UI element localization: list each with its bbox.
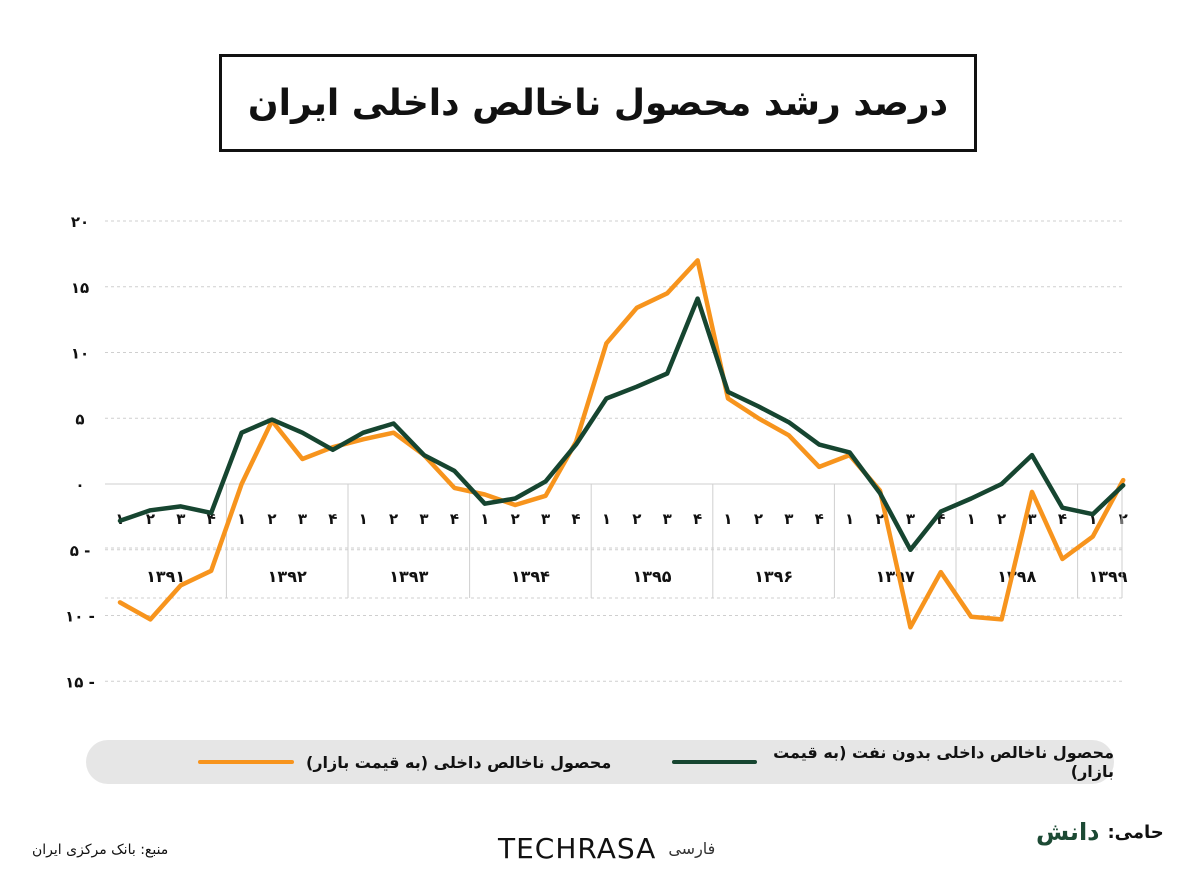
year-label: ۱۳۹۷ xyxy=(876,567,915,586)
y-tick-label: ۱۰ xyxy=(71,345,89,363)
quarter-tick-label: ۴ xyxy=(815,510,824,528)
quarter-tick-label: ۳ xyxy=(541,510,550,528)
quarter-tick-label: ۴ xyxy=(571,510,580,528)
techrasa-wordmark: TECHRASA xyxy=(498,832,657,865)
y-tick-label: ۲۰ xyxy=(71,213,89,231)
sponsor-logo: دانش xyxy=(1036,818,1100,846)
quarter-tick-label: ۴ xyxy=(207,510,216,528)
legend-label-nonoil-gdp: محصول ناخالص داخلی بدون نفت (به قیمت باز… xyxy=(773,743,1114,781)
legend-swatch-gdp xyxy=(198,760,294,764)
quarter-tick-label: ۱ xyxy=(723,510,732,528)
quarter-tick-label: ۱ xyxy=(967,510,976,528)
year-label: ۱۳۹۹ xyxy=(1088,567,1127,586)
quarter-tick-label: ۴ xyxy=(1058,510,1067,528)
quarter-tick-label: ۲ xyxy=(267,510,276,528)
y-tick-label: ۱۰ - xyxy=(65,608,95,626)
legend-label-gdp: محصول ناخالص داخلی (به قیمت بازار) xyxy=(306,752,612,772)
series-line-gdp xyxy=(117,258,1126,630)
quarter-tick-label: ۱ xyxy=(602,510,611,528)
year-label: ۱۳۹۵ xyxy=(632,567,671,586)
series-lines xyxy=(117,258,1126,630)
quarter-tick-label: ۳ xyxy=(663,510,672,528)
chart-title: درصد رشد محصول ناخالص داخلی ایران xyxy=(247,82,949,124)
quarter-tick-label: ۳ xyxy=(176,510,185,528)
y-tick-label: ۵ xyxy=(75,410,84,428)
quarter-tick-label: ۲ xyxy=(511,510,520,528)
year-label: ۱۳۹۸ xyxy=(997,567,1036,586)
quarter-tick-label: ۴ xyxy=(450,510,459,528)
quarter-tick-label: ۳ xyxy=(1027,510,1036,528)
legend-item-nonoil-gdp: محصول ناخالص داخلی بدون نفت (به قیمت باز… xyxy=(672,740,1114,784)
year-label: ۱۳۹۱ xyxy=(146,567,185,586)
quarter-tick-label: ۴ xyxy=(693,510,702,528)
year-label: ۱۳۹۴ xyxy=(511,567,550,586)
quarter-tick-label: ۲ xyxy=(997,510,1006,528)
year-label: ۱۳۹۲ xyxy=(268,567,307,586)
year-label: ۱۳۹۶ xyxy=(754,567,793,586)
quarter-tick-label: ۲ xyxy=(1119,510,1128,528)
y-tick-label: ۱۵ xyxy=(71,279,89,297)
sponsor-label: حامی: xyxy=(1107,821,1164,843)
source-note: منبع: بانک مرکزی ایران xyxy=(32,842,169,858)
techrasa-logo: TECHRASA فارسی xyxy=(498,832,715,865)
quarter-tick-label: ۲ xyxy=(875,510,884,528)
legend-swatch-nonoil-gdp xyxy=(672,760,757,764)
series-line-nonoil-gdp xyxy=(117,296,1126,553)
year-label: ۱۳۹۳ xyxy=(389,567,428,586)
y-tick-label: ۱۵ - xyxy=(65,673,95,691)
quarter-tick-label: ۱ xyxy=(237,510,246,528)
quarter-tick-label: ۱ xyxy=(480,510,489,528)
quarter-tick-label: ۱ xyxy=(1088,510,1097,528)
techrasa-farsi-label: فارسی xyxy=(668,839,716,858)
quarter-tick-label: ۳ xyxy=(906,510,915,528)
quarter-tick-label: ۲ xyxy=(389,510,398,528)
legend: محصول ناخالص داخلی (به قیمت بازار) محصول… xyxy=(86,740,1114,784)
quarter-tick-label: ۳ xyxy=(419,510,428,528)
quarter-tick-label: ۲ xyxy=(754,510,763,528)
quarter-tick-label: ۴ xyxy=(936,510,945,528)
quarter-tick-label: ۱ xyxy=(845,510,854,528)
sponsor: حامی: دانش xyxy=(1036,818,1164,846)
quarter-tick-label: ۱ xyxy=(359,510,368,528)
quarter-tick-label: ۴ xyxy=(328,510,337,528)
quarter-tick-label: ۳ xyxy=(298,510,307,528)
legend-item-gdp: محصول ناخالص داخلی (به قیمت بازار) xyxy=(198,740,611,784)
quarter-tick-label: ۲ xyxy=(632,510,641,528)
quarter-tick-label: ۲ xyxy=(146,510,155,528)
quarter-tick-label: ۳ xyxy=(784,510,793,528)
y-axis: ۲۰ ۱۵ ۱۰ ۵ ۰ ۵ - ۱۰ - ۱۵ - xyxy=(65,213,95,691)
chart-title-box: درصد رشد محصول ناخالص داخلی ایران xyxy=(219,54,977,152)
y-tick-label: ۰ xyxy=(75,476,84,494)
y-tick-label: ۵ - xyxy=(70,542,91,560)
